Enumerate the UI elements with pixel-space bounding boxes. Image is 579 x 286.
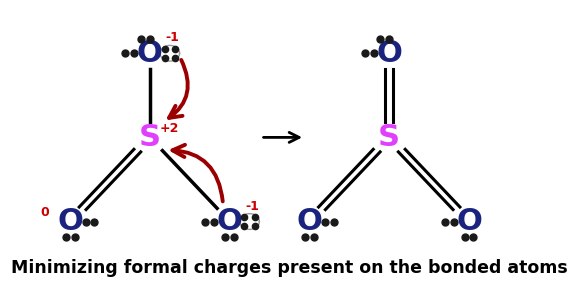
Text: 0: 0 (40, 206, 49, 219)
Text: O: O (456, 207, 482, 236)
Text: S: S (378, 123, 400, 152)
Text: +2: +2 (160, 122, 179, 135)
Text: O: O (376, 39, 402, 68)
Text: O: O (296, 207, 323, 236)
Text: O: O (217, 207, 243, 236)
Text: -1: -1 (166, 31, 179, 44)
Text: S: S (139, 123, 161, 152)
Text: O: O (137, 39, 163, 68)
Text: O: O (57, 207, 83, 236)
Text: Minimizing formal charges present on the bonded atoms: Minimizing formal charges present on the… (11, 259, 568, 277)
Text: -1: -1 (245, 200, 259, 212)
